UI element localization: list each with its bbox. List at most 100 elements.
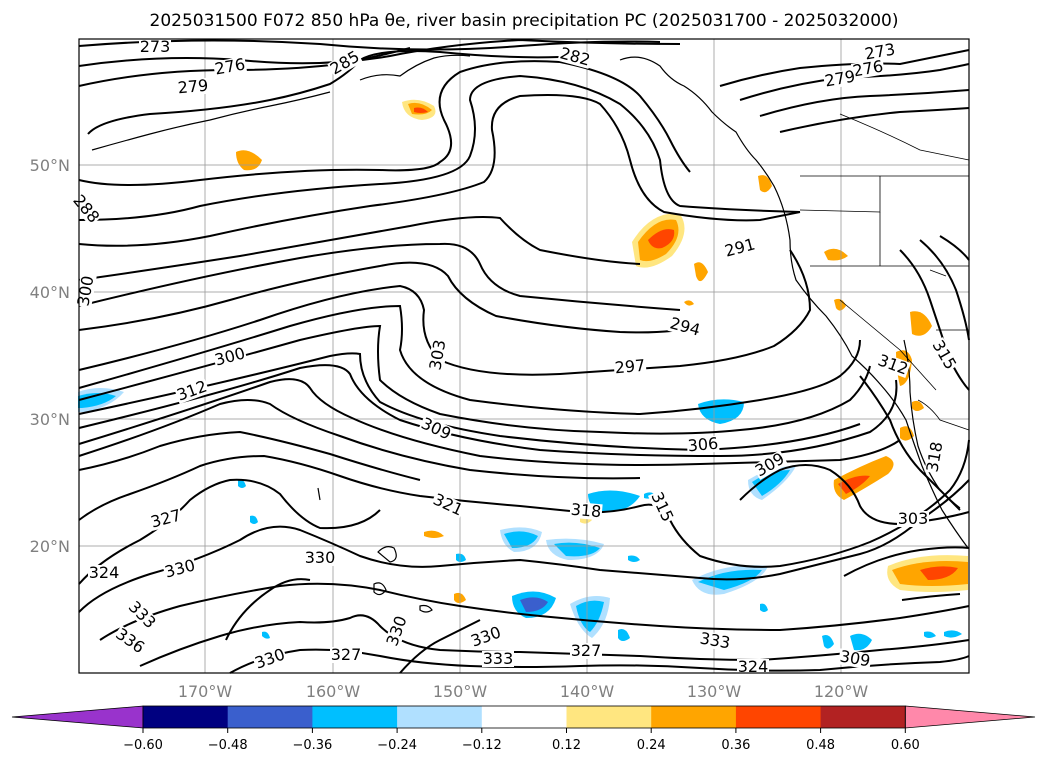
colorbar-segment — [651, 706, 737, 728]
contour-label-background — [570, 643, 602, 659]
contour-label-background — [384, 613, 410, 649]
contour-line — [78, 479, 970, 613]
colorbar-segment — [735, 706, 822, 728]
contour-line — [919, 239, 970, 341]
precip-patch — [618, 629, 630, 641]
contour-line — [739, 63, 970, 101]
contour-line — [78, 38, 681, 67]
precip-patch — [912, 400, 924, 411]
contour-label-background — [176, 77, 210, 97]
contour-line — [78, 74, 801, 221]
contour-label: 327 — [571, 641, 602, 660]
precip-patch — [262, 631, 270, 639]
map-background — [79, 39, 969, 673]
contour-label-background — [427, 337, 449, 373]
contour-line — [78, 47, 411, 87]
contour-label: 279 — [177, 76, 209, 98]
colorbar-extend-low — [11, 705, 144, 729]
contour-label-background — [897, 511, 929, 527]
colorbar-tick-label: −0.60 — [123, 738, 163, 753]
contour-label: 273 — [140, 37, 171, 56]
contour-label-background — [75, 273, 97, 309]
lat-label-30n: 30°N — [30, 410, 70, 429]
precip-patch — [424, 530, 444, 538]
precip-patch — [698, 399, 744, 424]
contour-label: 333 — [483, 649, 514, 668]
contour-label-background — [252, 646, 288, 672]
contour-label-background — [174, 378, 210, 404]
contour-label: 324 — [89, 563, 120, 582]
alaska-peninsula-coastline — [359, 54, 471, 81]
contour-label-background — [162, 557, 198, 581]
contour-label-background — [418, 414, 454, 444]
contour-line — [78, 216, 641, 281]
precip-patch — [648, 229, 675, 249]
colorbar-tick-label: −0.12 — [462, 738, 502, 753]
contour-line — [225, 578, 311, 641]
contour-line — [859, 375, 961, 511]
precip-patch — [520, 597, 548, 612]
theta-e-contours — [78, 38, 970, 674]
precip-patch — [924, 631, 936, 638]
precip-patch — [824, 248, 848, 261]
contour-label-background — [929, 337, 959, 373]
colorbar-extend-high — [904, 705, 1036, 729]
contour-label-background — [88, 565, 120, 581]
contour-label: 318 — [570, 500, 602, 522]
contour-line — [719, 49, 970, 87]
precip-patch — [838, 475, 870, 494]
precip-patch — [850, 633, 872, 651]
colorbar-segment — [481, 706, 567, 728]
lat-label-50n: 50°N — [30, 156, 70, 175]
contour-line — [78, 430, 421, 481]
contour-label-background — [722, 236, 758, 260]
contour-label-background — [647, 489, 677, 525]
colorbar-segment — [397, 706, 483, 728]
contour-label-background — [822, 68, 858, 90]
colorbar-tick-label: −0.36 — [292, 738, 332, 753]
contour-label: 327 — [331, 645, 362, 664]
colorbar-segment — [312, 706, 398, 728]
contour-line — [78, 60, 691, 186]
contour-line — [399, 619, 481, 674]
lon-label-140w: 140°W — [560, 682, 615, 701]
north-america-coastline — [619, 56, 969, 549]
colorbar-segment — [227, 706, 313, 728]
lon-label-160w: 160°W — [306, 682, 361, 701]
latitude-labels: 50°N 40°N 30°N 20°N — [30, 156, 70, 556]
precip-patch — [758, 175, 772, 193]
contour-line — [78, 249, 812, 376]
colorbar-tick-label: −0.48 — [208, 738, 248, 753]
aleutian-islands — [91, 91, 331, 151]
lat-label-20n: 20°N — [30, 537, 70, 556]
map-frame — [78, 38, 970, 674]
colorbar-tick-label: 0.60 — [891, 738, 920, 753]
lon-label-130w: 130°W — [687, 682, 742, 701]
hawaii-islands — [373, 582, 387, 596]
contour-line — [78, 364, 898, 458]
contour-label-background — [862, 41, 898, 63]
contour-label-background — [330, 647, 362, 663]
precip-patch — [910, 311, 932, 336]
island-outline — [419, 604, 433, 613]
contour-line — [78, 399, 641, 480]
hawaii-islands — [377, 546, 397, 563]
contour-line — [78, 478, 381, 585]
contour-label-background — [304, 550, 336, 566]
contour-label-background — [148, 507, 184, 531]
figure-title: 2025031500 F072 850 hPa θe, river basin … — [150, 11, 899, 31]
contour-line — [78, 304, 861, 416]
longitude-labels: 170°W 160°W 150°W 140°W 130°W 120°W — [178, 682, 869, 701]
contour-label-background — [212, 56, 248, 78]
contour-label-background — [327, 48, 363, 78]
contour-line — [78, 261, 701, 334]
colorbar-frame — [142, 705, 906, 729]
precip-patch — [900, 426, 914, 441]
contour-line — [99, 582, 970, 641]
precip-patch — [504, 531, 538, 548]
precip-patch — [250, 515, 258, 524]
contour-label: 297 — [614, 356, 646, 378]
precip-patch — [822, 635, 834, 649]
